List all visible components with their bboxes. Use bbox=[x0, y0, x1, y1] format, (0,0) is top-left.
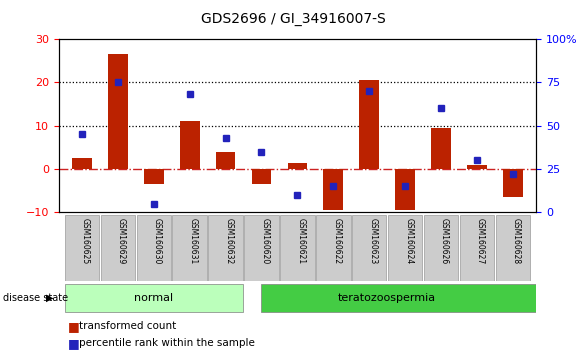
Bar bbox=[216, 152, 236, 169]
Text: GSM160628: GSM160628 bbox=[512, 218, 521, 264]
Text: GSM160629: GSM160629 bbox=[117, 218, 126, 264]
Text: ■: ■ bbox=[67, 320, 79, 333]
Text: GSM160632: GSM160632 bbox=[224, 218, 234, 264]
Bar bbox=[459, 215, 494, 281]
Bar bbox=[424, 215, 458, 281]
Text: GSM160626: GSM160626 bbox=[440, 218, 449, 264]
Text: GSM160630: GSM160630 bbox=[153, 218, 162, 264]
Text: GSM160622: GSM160622 bbox=[332, 218, 342, 264]
Bar bbox=[503, 169, 523, 197]
Text: ■: ■ bbox=[67, 337, 79, 350]
Bar bbox=[496, 215, 530, 281]
Text: transformed count: transformed count bbox=[79, 321, 176, 331]
Bar bbox=[144, 169, 163, 184]
Text: GSM160625: GSM160625 bbox=[81, 218, 90, 264]
Text: teratozoospermia: teratozoospermia bbox=[338, 293, 436, 303]
Text: disease state: disease state bbox=[3, 293, 68, 303]
Text: GSM160624: GSM160624 bbox=[404, 218, 413, 264]
Bar bbox=[137, 215, 171, 281]
Text: normal: normal bbox=[134, 293, 173, 303]
Bar bbox=[251, 169, 271, 184]
Bar bbox=[352, 215, 386, 281]
Text: GSM160623: GSM160623 bbox=[369, 218, 377, 264]
Text: GSM160621: GSM160621 bbox=[297, 218, 305, 264]
Bar bbox=[288, 162, 307, 169]
Bar bbox=[180, 121, 200, 169]
Text: GSM160627: GSM160627 bbox=[476, 218, 485, 264]
Bar bbox=[108, 54, 128, 169]
Bar bbox=[280, 215, 315, 281]
Bar bbox=[261, 284, 536, 312]
Bar bbox=[467, 165, 487, 169]
Bar bbox=[359, 80, 379, 169]
Text: GSM160620: GSM160620 bbox=[261, 218, 270, 264]
Bar bbox=[64, 284, 243, 312]
Bar bbox=[323, 169, 343, 210]
Text: GSM160631: GSM160631 bbox=[189, 218, 197, 264]
Bar bbox=[101, 215, 135, 281]
Bar bbox=[64, 215, 99, 281]
Bar bbox=[172, 215, 207, 281]
Text: ▶: ▶ bbox=[46, 293, 53, 303]
Bar bbox=[316, 215, 350, 281]
Bar bbox=[72, 158, 92, 169]
Text: percentile rank within the sample: percentile rank within the sample bbox=[79, 338, 255, 348]
Bar bbox=[388, 215, 423, 281]
Bar bbox=[244, 215, 279, 281]
Bar bbox=[395, 169, 415, 210]
Bar bbox=[209, 215, 243, 281]
Bar bbox=[431, 128, 451, 169]
Text: GDS2696 / GI_34916007-S: GDS2696 / GI_34916007-S bbox=[200, 12, 386, 27]
